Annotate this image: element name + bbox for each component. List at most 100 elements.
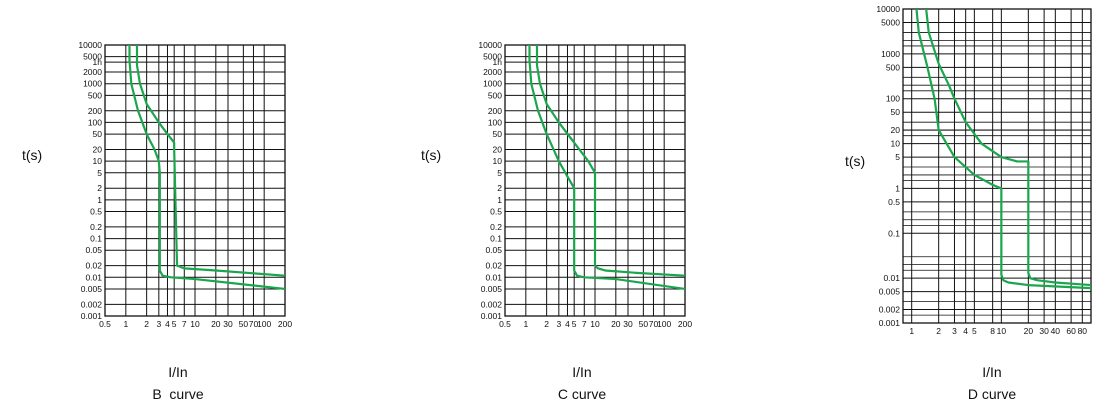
y-tick-label: 200 [488,106,502,116]
y-tick-label: 1000 [483,79,502,89]
y-tick-label: 1 [497,195,502,205]
y-tick-label: 0.01 [85,272,102,282]
x-axis-label: I/In [982,364,1001,380]
plot-frame [104,44,286,317]
x-tick-label: 10 [190,319,200,329]
x-tick-label: 20 [211,319,221,329]
y-tick-label: 100 [88,117,102,127]
y-tick-label: 20 [93,144,103,154]
x-tick-label: 7 [582,319,587,329]
y-tick-label: 0.2 [90,222,102,232]
x-tick-label: 200 [278,319,292,329]
y-axis-label: t(s) [22,147,42,163]
x-tick-label: 5 [972,326,977,336]
x-tick-label: 1 [909,326,914,336]
y-tick-label: 0.005 [481,284,503,294]
x-tick-label: 30 [223,319,233,329]
y-tick-label: 5 [97,168,102,178]
y-tick-label: 0.2 [490,222,502,232]
y-tick-label: 0.002 [81,299,103,309]
y-tick-label: 20 [493,144,503,154]
plot-frame [902,8,1092,324]
y-tick-label: 200 [88,106,102,116]
x-tick-label: 4 [565,319,570,329]
y-tick-label: 5000 [83,52,102,62]
trip-curve-line-1 [528,45,685,291]
x-tick-label: 4 [963,326,968,336]
y-tick-label: 0.05 [85,245,102,255]
y-tick-label: 0.01 [485,272,502,282]
x-tick-label: 8 [990,326,995,336]
y-tick-label: 1 [895,183,900,193]
y-tick-label: 0.02 [485,261,502,271]
y-tick-label: 10 [493,156,503,166]
y-tick-label: 1000 [881,49,900,59]
x-tick-label: 100 [657,319,671,329]
trip-curve-line-2 [535,45,685,277]
y-tick-label: 0.02 [85,261,102,271]
y-tick-label: 10 [93,156,103,166]
y-tick-label: 10 [891,139,901,149]
x-tick-label: 200 [678,319,692,329]
y-tick-label: 500 [88,90,102,100]
x-tick-label: 20 [611,319,621,329]
y-tick-label: 0.001 [81,311,103,321]
x-tick-label: 20 [1024,326,1034,336]
y-tick-label: 5000 [483,52,502,62]
x-tick-label: 80 [1078,326,1088,336]
y-tick-label: 1h [93,57,103,67]
x-tick-label: 50 [639,319,649,329]
y-axis-label: t(s) [421,147,441,163]
x-tick-label: 30 [623,319,633,329]
trip-curve-line-2 [135,45,285,277]
x-tick-label: 4 [165,319,170,329]
chart-caption: B curve [152,386,204,402]
x-tick-label: 10 [997,326,1007,336]
y-tick-label: 5000 [881,18,900,28]
x-tick-label: 5 [172,319,177,329]
y-tick-label: 1000 [83,79,102,89]
chart-caption: D curve [968,386,1016,402]
x-axis-label: I/In [572,364,591,380]
y-tick-label: 0.001 [879,318,901,328]
y-tick-label: 0.5 [888,197,900,207]
y-tick-label: 0.1 [90,234,102,244]
x-tick-label: 30 [1039,326,1049,336]
y-tick-label: 0.01 [883,273,900,283]
chart-panel-1: 1000050001h200010005002001005020105210.5… [22,40,292,402]
y-tick-label: 500 [488,90,502,100]
trip-curve-line-1 [128,45,285,291]
y-tick-label: 5 [895,152,900,162]
x-tick-label: 2 [936,326,941,336]
trip-curve-line-2 [925,9,1091,287]
x-tick-label: 5 [572,319,577,329]
y-tick-label: 10000 [478,40,502,50]
x-tick-label: 7 [182,319,187,329]
y-tick-label: 10000 [876,4,900,14]
y-tick-label: 50 [93,129,103,139]
chart-panel-3: 10000 5000 1000 500 100 50 20 10 5 1 0.5 0.1 0.01 0.0… [845,4,1092,402]
y-tick-label: 2000 [83,67,102,77]
x-tick-label: 3 [156,319,161,329]
y-tick-label: 50 [891,107,901,117]
trip-curve-line-1 [915,9,1091,290]
y-axis-label: t(s) [845,153,865,169]
y-tick-label: 50 [493,129,503,139]
x-tick-label: 0.5 [99,319,111,329]
y-tick-label: 0.05 [485,245,502,255]
y-tick-label: 0.1 [490,234,502,244]
x-tick-label: 40 [1051,326,1061,336]
y-tick-label: 0.5 [90,207,102,217]
x-tick-label: 60 [1066,326,1076,336]
y-tick-label: 0.002 [481,299,503,309]
x-tick-label: 2 [144,319,149,329]
chart-panel-2: 1000050001h200010005002001005020105210.5… [421,40,692,402]
y-tick-label: 0.005 [81,284,103,294]
y-tick-label: 500 [886,62,900,72]
x-tick-label: 2 [544,319,549,329]
x-tick-label: 70 [249,319,259,329]
y-tick-label: 0.002 [879,304,901,314]
x-tick-label: 1 [523,319,528,329]
y-tick-label: 2000 [483,67,502,77]
